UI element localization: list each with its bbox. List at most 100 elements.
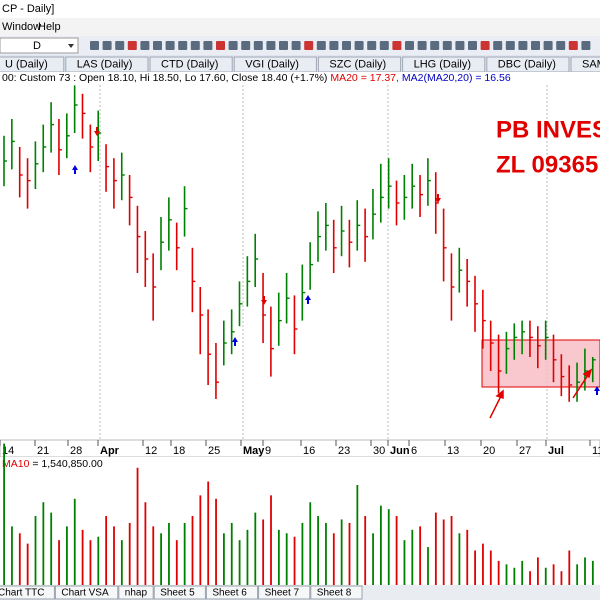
tool-icon[interactable] <box>468 41 477 50</box>
volume-bar <box>18 533 21 585</box>
date-label: 6 <box>411 445 417 457</box>
tool-icon[interactable] <box>178 41 188 50</box>
volume-bar <box>332 533 335 585</box>
volume-bar <box>230 522 233 585</box>
sheet-label: Sheet 7 <box>265 588 300 599</box>
volume-bar <box>576 564 579 585</box>
tool-icon[interactable] <box>279 41 288 50</box>
date-label: Jun <box>390 445 410 457</box>
date-label: 16 <box>303 445 315 457</box>
date-label: 25 <box>208 445 220 457</box>
tool-icon[interactable] <box>354 41 364 50</box>
volume-bar <box>246 529 249 585</box>
volume-bar <box>325 522 327 585</box>
tool-icon[interactable] <box>430 41 440 50</box>
tool-icon[interactable] <box>568 41 578 50</box>
sheet-tab[interactable] <box>54 585 119 600</box>
volume-bar <box>450 516 453 585</box>
tab-label: U (Daily) <box>5 58 48 70</box>
volume-bar <box>73 498 76 585</box>
sheet-tab[interactable] <box>118 585 154 600</box>
tool-icon[interactable] <box>127 41 137 50</box>
tool-icon[interactable] <box>518 41 528 50</box>
volume-bar <box>529 571 531 585</box>
sheet-label: Sheet 8 <box>317 588 352 599</box>
sheet-tab[interactable] <box>258 585 311 600</box>
combo-arrow <box>68 44 74 48</box>
tool-icon[interactable] <box>153 41 162 50</box>
volume-bar <box>434 512 437 585</box>
tool-icon[interactable] <box>342 41 351 50</box>
tool-icon[interactable] <box>102 41 112 50</box>
tool-icon[interactable] <box>531 41 540 50</box>
date-label: 27 <box>519 445 531 457</box>
date-label: 23 <box>338 445 350 457</box>
tool-icon[interactable] <box>266 41 276 50</box>
sheet-tab[interactable] <box>310 585 363 600</box>
volume-bar <box>411 529 414 585</box>
date-label: May <box>243 445 265 457</box>
sheet-tab[interactable] <box>153 585 206 600</box>
tool-icon[interactable] <box>228 41 238 50</box>
tool-icon[interactable] <box>505 41 515 50</box>
tool-icon[interactable] <box>417 41 427 50</box>
date-label: 18 <box>173 445 185 457</box>
tool-icon[interactable] <box>115 41 125 50</box>
header-part: = 1,540,850.00 <box>29 458 102 470</box>
tool-icon[interactable] <box>253 41 263 50</box>
tab-label: LHG (Daily) <box>414 58 471 70</box>
volume-bar <box>3 443 5 585</box>
tool-icon[interactable] <box>480 41 490 50</box>
header-part: MA20 = 17.37, <box>330 72 399 84</box>
sheet-tab[interactable] <box>205 585 259 600</box>
tool-icon[interactable] <box>455 41 465 50</box>
volume-bar <box>144 502 147 585</box>
volume-bar <box>175 540 178 585</box>
tool-icon[interactable] <box>216 41 225 50</box>
tool-icon[interactable] <box>493 41 503 50</box>
menu-item[interactable]: Window <box>2 21 41 33</box>
tool-icon[interactable] <box>367 41 377 50</box>
chart-tabs: U (Daily) LAS (Daily) CTD (Daily) VGI (Dail… <box>0 56 600 73</box>
menu-bar <box>0 18 600 36</box>
tool-icon[interactable] <box>140 41 150 50</box>
tool-icon[interactable] <box>316 41 326 50</box>
tool-icon[interactable] <box>379 41 389 50</box>
interval-combo[interactable] <box>0 37 79 54</box>
tool-icon[interactable] <box>329 41 339 50</box>
annotation-arrows <box>489 368 593 419</box>
tool-icon[interactable] <box>203 41 213 50</box>
volume-bar <box>270 495 272 585</box>
tool-icon[interactable] <box>165 41 175 50</box>
volume-bar <box>11 526 13 585</box>
highlight-box <box>481 339 600 388</box>
tool-icon[interactable] <box>405 41 414 50</box>
volume-bar <box>215 498 217 585</box>
sheet-label: Chart TTC <box>0 588 45 599</box>
tool-icon[interactable] <box>581 41 591 50</box>
sheet-label: nhap <box>125 588 148 599</box>
tool-icon[interactable] <box>90 41 99 50</box>
menu-item[interactable]: Help <box>38 21 61 33</box>
tool-icon[interactable] <box>543 41 553 50</box>
sheet-tab[interactable] <box>0 585 55 600</box>
volume-bar <box>568 550 571 585</box>
tool-icon[interactable] <box>304 41 314 50</box>
tool-icon[interactable] <box>190 41 200 50</box>
tool-icon[interactable] <box>556 41 566 50</box>
tool-icon[interactable] <box>291 41 301 50</box>
volume-bar <box>584 557 586 585</box>
tool-icon[interactable] <box>392 41 402 50</box>
toolbar-icons <box>90 41 591 50</box>
volume-bar <box>560 571 563 585</box>
volume-bar <box>191 516 194 585</box>
volume-bar <box>152 526 155 585</box>
tab[interactable] <box>570 56 600 73</box>
sheet-label: Sheet 5 <box>160 588 195 599</box>
month-separators <box>99 85 548 440</box>
tool-icon[interactable] <box>241 41 251 50</box>
tool-icon[interactable] <box>442 41 452 50</box>
volume-bar <box>183 522 186 585</box>
